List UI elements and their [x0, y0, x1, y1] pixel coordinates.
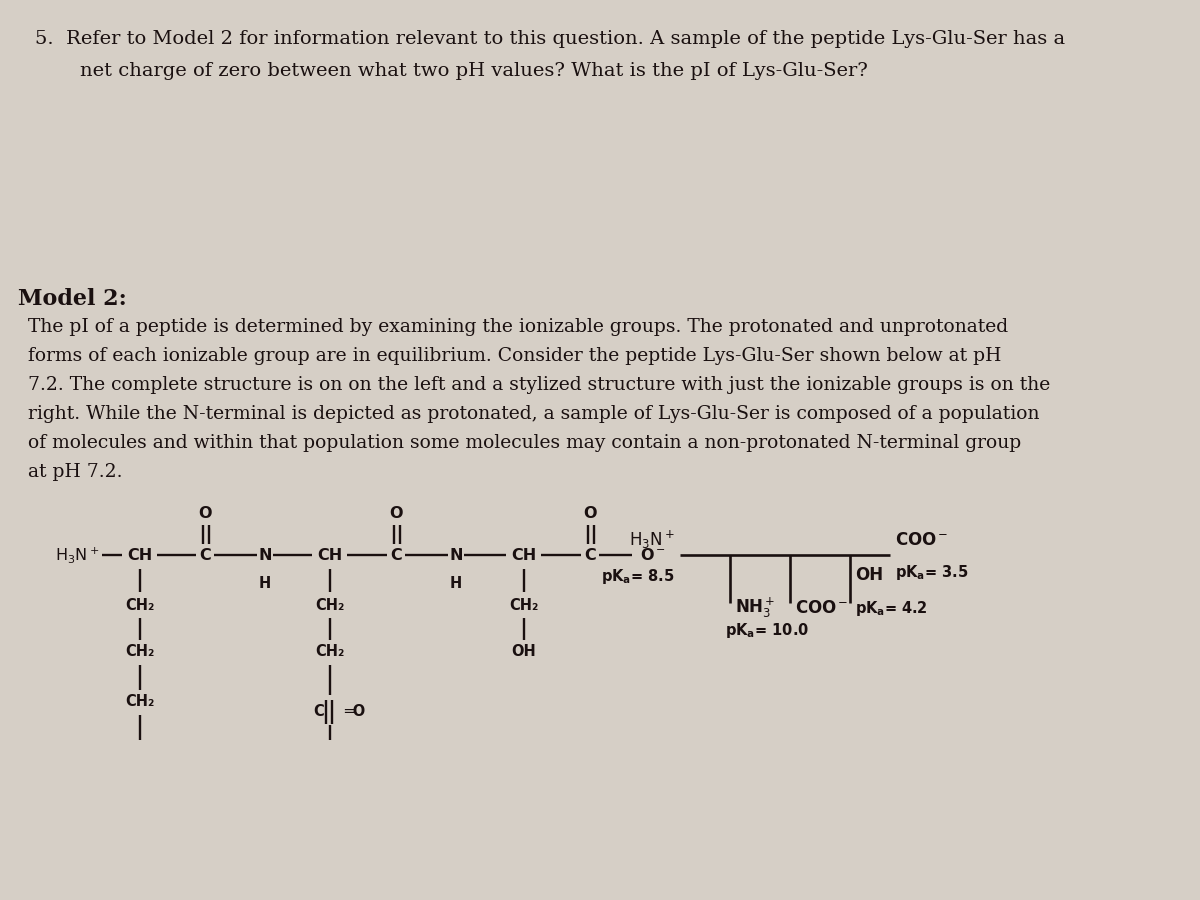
Text: O: O — [198, 506, 211, 520]
Text: right. While the N-terminal is depicted as protonated, a sample of Lys-Glu-Ser i: right. While the N-terminal is depicted … — [28, 405, 1039, 423]
Text: H: H — [259, 575, 271, 590]
Text: CH₂: CH₂ — [509, 598, 539, 613]
Text: CH₂: CH₂ — [125, 644, 155, 660]
Text: C: C — [313, 705, 324, 719]
Text: $\mathrm{H_3N^+}$: $\mathrm{H_3N^+}$ — [55, 545, 100, 565]
Text: COO$^-$: COO$^-$ — [796, 599, 848, 617]
Text: pK$_\mathregular{a}$= 8.5: pK$_\mathregular{a}$= 8.5 — [601, 568, 674, 587]
Text: pK$_\mathregular{a}$= 10.0: pK$_\mathregular{a}$= 10.0 — [725, 622, 809, 641]
Text: C: C — [584, 547, 596, 562]
Text: pK$_\mathregular{a}$= 3.5: pK$_\mathregular{a}$= 3.5 — [895, 563, 968, 582]
Text: N: N — [449, 547, 463, 562]
Text: CH₂: CH₂ — [125, 695, 155, 709]
Text: CH: CH — [127, 547, 152, 562]
Text: of molecules and within that population some molecules may contain a non-protona: of molecules and within that population … — [28, 434, 1021, 452]
Text: CH: CH — [511, 547, 536, 562]
Text: OH: OH — [511, 644, 536, 660]
Text: pK$_\mathregular{a}$= 4.2: pK$_\mathregular{a}$= 4.2 — [854, 598, 928, 617]
Text: CH₂: CH₂ — [316, 644, 344, 660]
Text: The pI of a peptide is determined by examining the ionizable groups. The protona: The pI of a peptide is determined by exa… — [28, 318, 1008, 336]
Text: CH: CH — [317, 547, 343, 562]
Text: ═O: ═O — [344, 705, 365, 719]
Text: 7.2. The complete structure is on on the left and a stylized structure with just: 7.2. The complete structure is on on the… — [28, 376, 1050, 394]
Text: Model 2:: Model 2: — [18, 288, 127, 310]
Text: OH: OH — [854, 566, 883, 584]
Text: at pH 7.2.: at pH 7.2. — [28, 463, 122, 481]
Text: O$^-$: O$^-$ — [640, 547, 666, 563]
Text: C: C — [199, 547, 211, 562]
Text: CH₂: CH₂ — [316, 598, 344, 613]
Text: N: N — [258, 547, 271, 562]
Text: C: C — [390, 547, 402, 562]
Text: 5.  Refer to Model 2 for information relevant to this question. A sample of the : 5. Refer to Model 2 for information rele… — [35, 30, 1066, 48]
Text: COO$^-$: COO$^-$ — [895, 531, 948, 549]
Text: O: O — [389, 506, 403, 520]
Text: H: H — [450, 575, 462, 590]
Text: O: O — [583, 506, 596, 520]
Text: $\mathrm{H_3N^+}$: $\mathrm{H_3N^+}$ — [629, 529, 674, 551]
Text: NH$_3^+$: NH$_3^+$ — [734, 596, 775, 620]
Text: CH₂: CH₂ — [125, 598, 155, 613]
Text: forms of each ionizable group are in equilibrium. Consider the peptide Lys-Glu-S: forms of each ionizable group are in equ… — [28, 347, 1001, 365]
Text: net charge of zero between what two pH values? What is the pI of Lys-Glu-Ser?: net charge of zero between what two pH v… — [55, 62, 868, 80]
